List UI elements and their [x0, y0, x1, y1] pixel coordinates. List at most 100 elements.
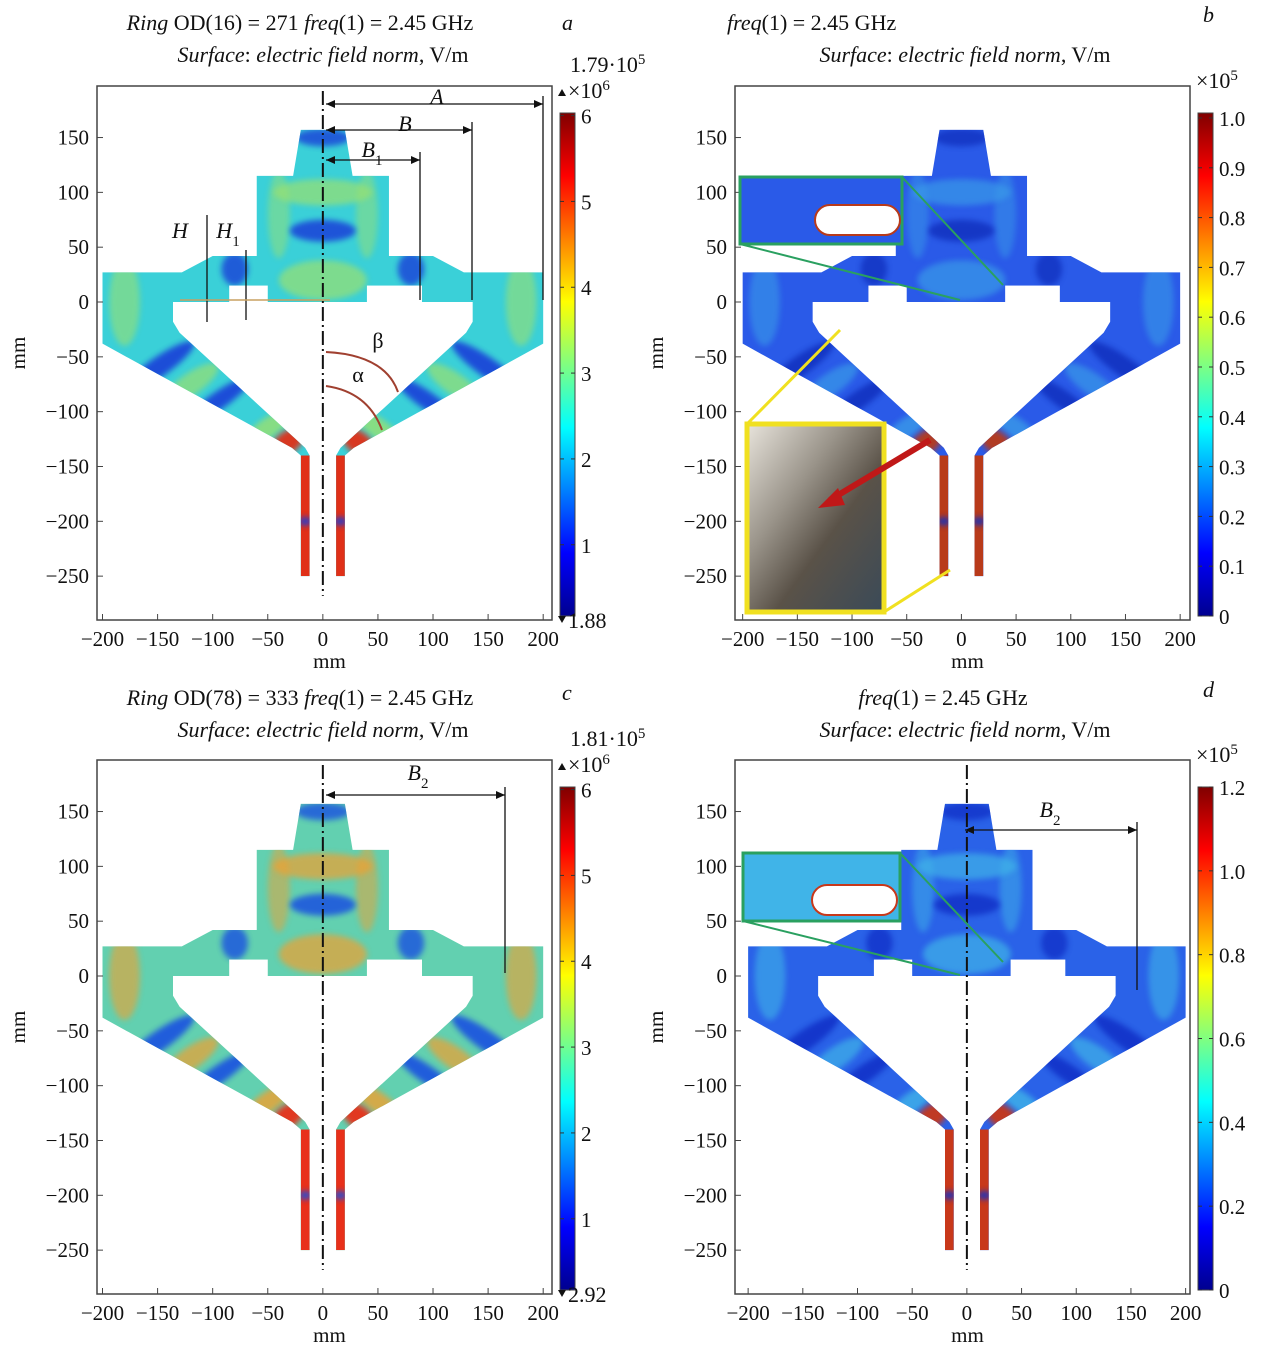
notch — [366, 285, 422, 303]
annotation: H — [171, 218, 189, 243]
max-marker — [558, 89, 566, 96]
x-tick-label: −150 — [136, 1301, 179, 1325]
x-tick-label: 50 — [1006, 627, 1027, 651]
y-tick-label: −250 — [46, 1238, 89, 1262]
x-tick-label: −200 — [726, 1301, 769, 1325]
dimension-line — [883, 568, 951, 614]
plot-frame — [96, 85, 553, 621]
field-spot — [295, 803, 351, 821]
panel: −200 −150 −100 −50 0 50 100 150 200−250−200−150−… — [6, 10, 645, 673]
y-tick-label: 150 — [58, 800, 90, 824]
dimension-line — [745, 328, 842, 426]
x-tick-label: −150 — [136, 627, 179, 651]
colorbar-tick-label: 0.3 — [1219, 456, 1245, 480]
title-text: Surface: electric field norm, V/m — [819, 717, 1110, 742]
colorbar-tick-label: 0.8 — [1219, 207, 1245, 231]
dimension-line — [901, 176, 1004, 286]
arrow-head — [326, 100, 335, 108]
title-part: Surface — [819, 717, 886, 742]
x-tick-label: −50 — [896, 1301, 929, 1325]
y-tick-label: −250 — [684, 1238, 727, 1262]
colorbar-unit-exp: 5 — [1230, 742, 1238, 758]
colorbar-tick-label: 0.6 — [1219, 1028, 1245, 1052]
field-spot — [505, 932, 537, 1021]
colorbar-unit-base: ×10 — [568, 752, 602, 777]
annotation-sub: 2 — [1053, 813, 1061, 829]
y-tick-label: 150 — [696, 800, 728, 824]
panel: −200 −150 −100 −50 0 50 100 150 200−250−200−150−… — [6, 680, 645, 1345]
colorbar-unit-base: ×10 — [1196, 742, 1230, 767]
field-map — [102, 803, 544, 1251]
y-tick-label: −150 — [46, 454, 89, 478]
min-marker — [558, 616, 566, 623]
y-tick-label: 0 — [79, 964, 90, 988]
title-part: OD(16) = 271 — [168, 10, 304, 35]
y-tick-label: −200 — [684, 509, 727, 533]
rod — [336, 1129, 345, 1251]
annotation-base: α — [352, 362, 364, 387]
x-tick-label: −100 — [836, 1301, 879, 1325]
field-spot — [937, 516, 951, 526]
colorbar-unit: ×106 — [568, 752, 610, 777]
x-axis-label: mm — [951, 1323, 984, 1345]
colorbar-min: 2.92 — [568, 1282, 607, 1307]
colorbar-tick-label: 1 — [581, 534, 592, 558]
y-axis-label: mm — [6, 337, 30, 370]
rod — [980, 1129, 989, 1251]
y-tick-label: 150 — [696, 126, 728, 150]
title-part: Surface — [819, 42, 886, 67]
colorbar-unit-base: ×10 — [568, 78, 602, 103]
colorbar-unit-exp: 6 — [602, 752, 610, 768]
title-part: Ring — [126, 10, 169, 35]
annotation-base: β — [372, 328, 383, 353]
plot-frame — [734, 759, 1191, 1295]
title-part: freq — [858, 685, 893, 710]
colorbar-tick-label: 1.2 — [1219, 776, 1245, 800]
x-tick-label: 200 — [1170, 1301, 1202, 1325]
y-tick-label: 100 — [696, 180, 728, 204]
title-part: electric field norm — [898, 42, 1061, 67]
colorbar-tick-label: 5 — [581, 190, 592, 214]
annotation-sub: 1 — [375, 153, 383, 169]
x-tick-label: 150 — [472, 627, 504, 651]
field-spot — [939, 803, 995, 821]
rod — [939, 455, 949, 577]
x-tick-label: −150 — [776, 627, 819, 651]
title-part: (1) = 2.45 GHz — [893, 685, 1028, 710]
annotation-base: B — [362, 137, 375, 162]
rod — [945, 1129, 954, 1251]
field-spot — [1148, 932, 1180, 1021]
field-spot — [922, 934, 1011, 974]
x-axis-label: mm — [313, 649, 346, 673]
field-spot — [295, 129, 351, 147]
x-tick-label: 150 — [472, 1301, 504, 1325]
field-spot — [221, 252, 248, 286]
field-spot — [278, 934, 367, 974]
colorbar-tick-label: 1.0 — [1219, 860, 1245, 884]
y-tick-label: 0 — [79, 290, 90, 314]
y-tick-label: 150 — [58, 126, 90, 150]
rod — [974, 455, 984, 577]
arrow-head — [326, 156, 335, 164]
y-tick-label: −200 — [684, 1183, 727, 1207]
field-spot — [298, 1190, 312, 1200]
annotation: B2 — [408, 760, 429, 792]
arrow-head — [411, 156, 420, 164]
x-tick-label: 0 — [318, 627, 329, 651]
inset-slot — [811, 884, 898, 916]
field-spot — [754, 932, 786, 1021]
colorbar-tick-label: 0.2 — [1219, 505, 1245, 529]
colorbar-tick-label: 0.1 — [1219, 555, 1245, 579]
field-spot — [917, 260, 1006, 300]
angle-arc — [325, 351, 399, 393]
colorbar-tick-label: 3 — [581, 1036, 592, 1060]
colorbar-tick-label: 2 — [581, 448, 592, 472]
colorbar-tick-label: 0.6 — [1219, 306, 1245, 330]
annotation-base: A — [428, 84, 444, 109]
x-tick-label: 100 — [1061, 1301, 1093, 1325]
notch — [873, 959, 913, 977]
annotation-sub: 1 — [232, 234, 240, 250]
field-spot — [109, 932, 140, 1021]
panel-letter: b — [1203, 2, 1214, 27]
